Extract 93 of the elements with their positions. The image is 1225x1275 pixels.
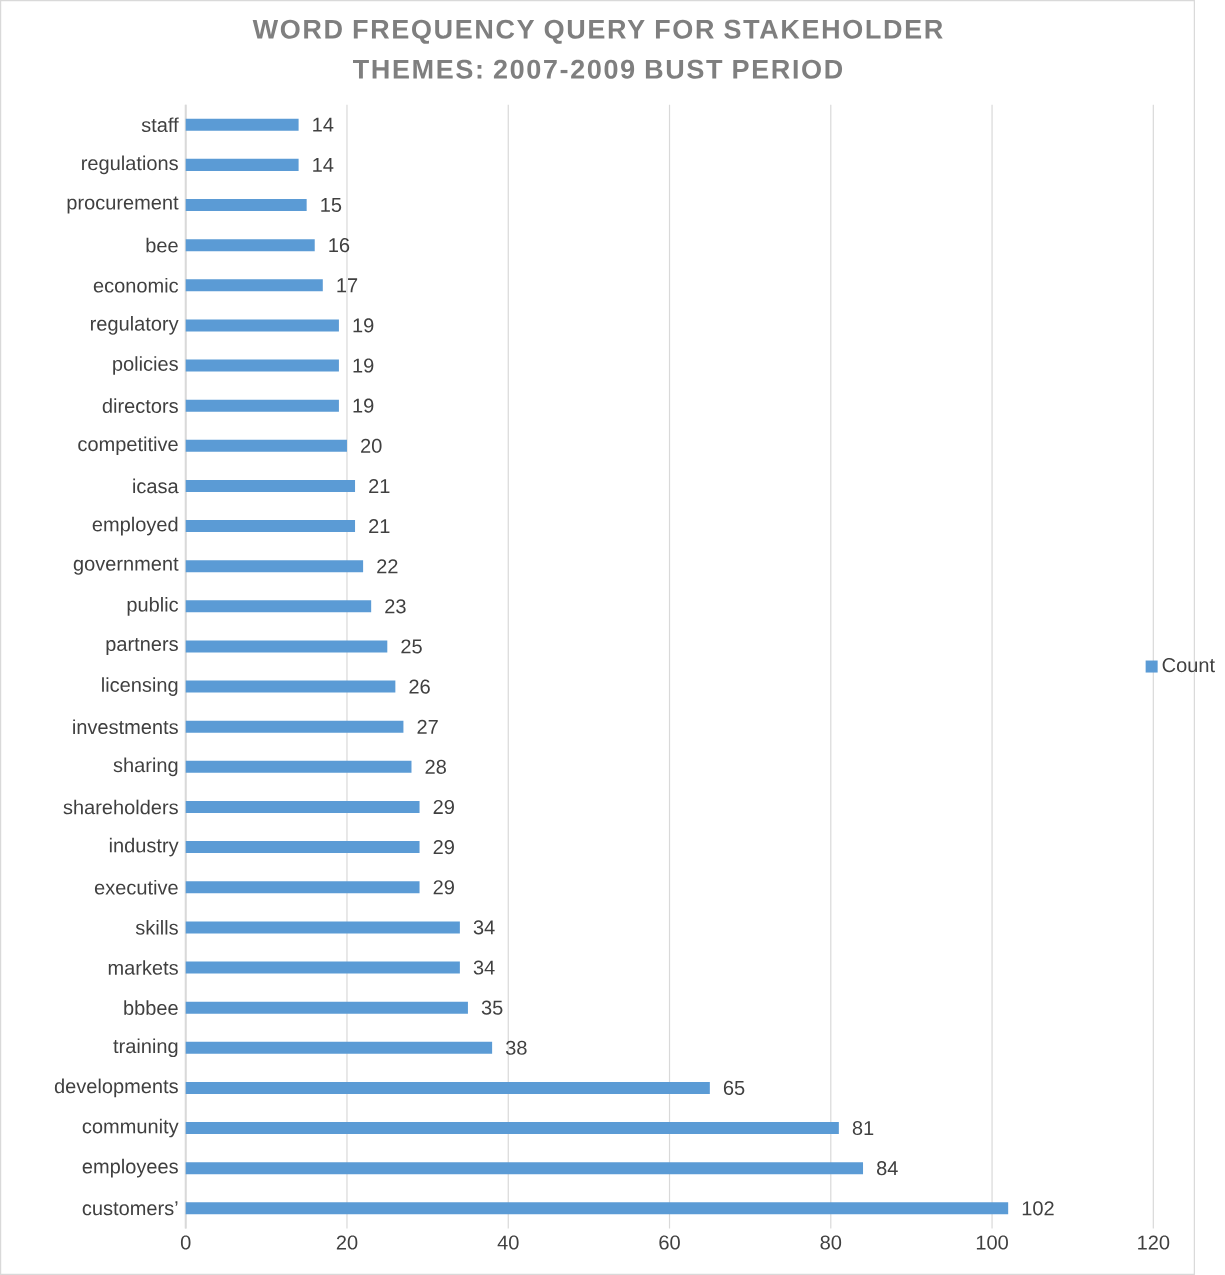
data-label: 25 xyxy=(401,639,422,654)
y-tick-label: developments xyxy=(54,1078,178,1098)
data-label: 65 xyxy=(723,1080,745,1095)
bar xyxy=(185,921,460,934)
y-tick-label: licensing xyxy=(102,677,178,696)
data-label: 14 xyxy=(313,117,334,132)
y-tick-label: sharing xyxy=(113,757,178,777)
y-tick-label: community xyxy=(82,1118,179,1138)
x-tick-label: 100 xyxy=(976,1235,1008,1250)
bar xyxy=(185,560,364,573)
y-tick-label: investments xyxy=(73,719,178,735)
bar xyxy=(185,961,460,974)
data-label: 35 xyxy=(481,1000,503,1015)
bar xyxy=(185,760,412,773)
x-tick-label: 0 xyxy=(180,1235,191,1250)
y-tick-label: economic xyxy=(93,277,179,293)
data-label: 29 xyxy=(433,840,454,855)
bar xyxy=(185,841,420,854)
y-tick-label: industry xyxy=(109,837,179,857)
data-label: 17 xyxy=(337,278,358,293)
bar xyxy=(185,1001,468,1014)
data-label: 81 xyxy=(852,1120,874,1136)
y-tick-label: training xyxy=(113,1038,178,1058)
data-label: 84 xyxy=(876,1161,898,1176)
bar xyxy=(185,1041,493,1054)
y-tick-label: shareholders xyxy=(63,799,178,815)
y-tick-label: icasa xyxy=(133,478,179,494)
bar xyxy=(185,1162,864,1175)
bar xyxy=(185,359,339,372)
bar xyxy=(185,1081,710,1094)
y-tick-label: customers’ xyxy=(82,1201,178,1216)
y-tick-label: partners xyxy=(106,637,178,655)
y-tick-label: skills xyxy=(135,920,178,935)
data-label: 34 xyxy=(473,960,495,975)
y-tick-label: regulations xyxy=(82,155,178,175)
bar xyxy=(185,600,372,613)
y-tick-label: employed xyxy=(92,516,178,536)
y-tick-label: employees xyxy=(82,1158,178,1178)
x-tick-label: 120 xyxy=(1138,1235,1170,1250)
chart-title: WORD FREQUENCY QUERY FOR STAKEHOLDER THEMES: 2007-2009 BUST PERIOD xyxy=(252,19,943,79)
y-tick-label: regulatory xyxy=(90,316,179,335)
y-tick-label: bbbee xyxy=(124,1000,178,1015)
data-label: 19 xyxy=(353,318,374,333)
bar xyxy=(185,319,339,332)
y-tick-label: government xyxy=(73,557,179,575)
bar xyxy=(185,479,356,492)
y-tick-label: staff xyxy=(141,117,179,133)
bar xyxy=(185,680,396,693)
bar xyxy=(185,158,299,171)
y-tick-label: markets xyxy=(108,960,178,975)
data-label: 29 xyxy=(433,880,454,895)
data-label: 22 xyxy=(377,559,398,574)
bar xyxy=(185,439,347,452)
x-tick-label: 20 xyxy=(336,1235,358,1250)
bar xyxy=(185,1122,839,1135)
bar xyxy=(185,279,323,292)
bar xyxy=(185,1202,1009,1215)
data-label: 15 xyxy=(321,198,342,212)
bar xyxy=(185,199,307,212)
y-tick-label: directors xyxy=(102,398,178,414)
data-label: 34 xyxy=(473,920,495,935)
x-tick-label: 80 xyxy=(820,1235,842,1250)
bar xyxy=(185,800,420,813)
data-label: 20 xyxy=(361,438,382,453)
data-label: 21 xyxy=(369,478,390,493)
legend-label: Count xyxy=(1162,658,1215,673)
data-label: 29 xyxy=(433,799,454,815)
data-label: 27 xyxy=(417,719,438,734)
bar xyxy=(185,118,299,131)
data-label: 14 xyxy=(313,157,334,172)
x-tick-label: 60 xyxy=(659,1235,680,1250)
bar xyxy=(185,239,315,252)
y-tick-label: public xyxy=(127,597,179,616)
data-label: 26 xyxy=(409,679,430,694)
y-tick-label: procurement xyxy=(67,196,179,214)
data-label: 16 xyxy=(329,238,350,253)
x-tick-label: 40 xyxy=(497,1235,519,1250)
y-tick-label: executive xyxy=(94,879,178,895)
data-label: 21 xyxy=(369,519,390,534)
bar xyxy=(185,881,420,894)
y-tick-label: policies xyxy=(113,356,178,375)
y-tick-label: competitive xyxy=(78,436,178,456)
data-label: 19 xyxy=(353,358,374,373)
bar xyxy=(185,720,404,733)
data-label: 23 xyxy=(385,599,406,614)
bar xyxy=(185,399,339,412)
data-label: 19 xyxy=(353,398,374,413)
data-label: 28 xyxy=(425,759,446,774)
bar xyxy=(185,520,356,533)
data-label: 38 xyxy=(505,1040,527,1055)
bar xyxy=(185,640,388,653)
data-label: 102 xyxy=(1022,1201,1054,1216)
y-tick-label: bee xyxy=(146,237,178,253)
